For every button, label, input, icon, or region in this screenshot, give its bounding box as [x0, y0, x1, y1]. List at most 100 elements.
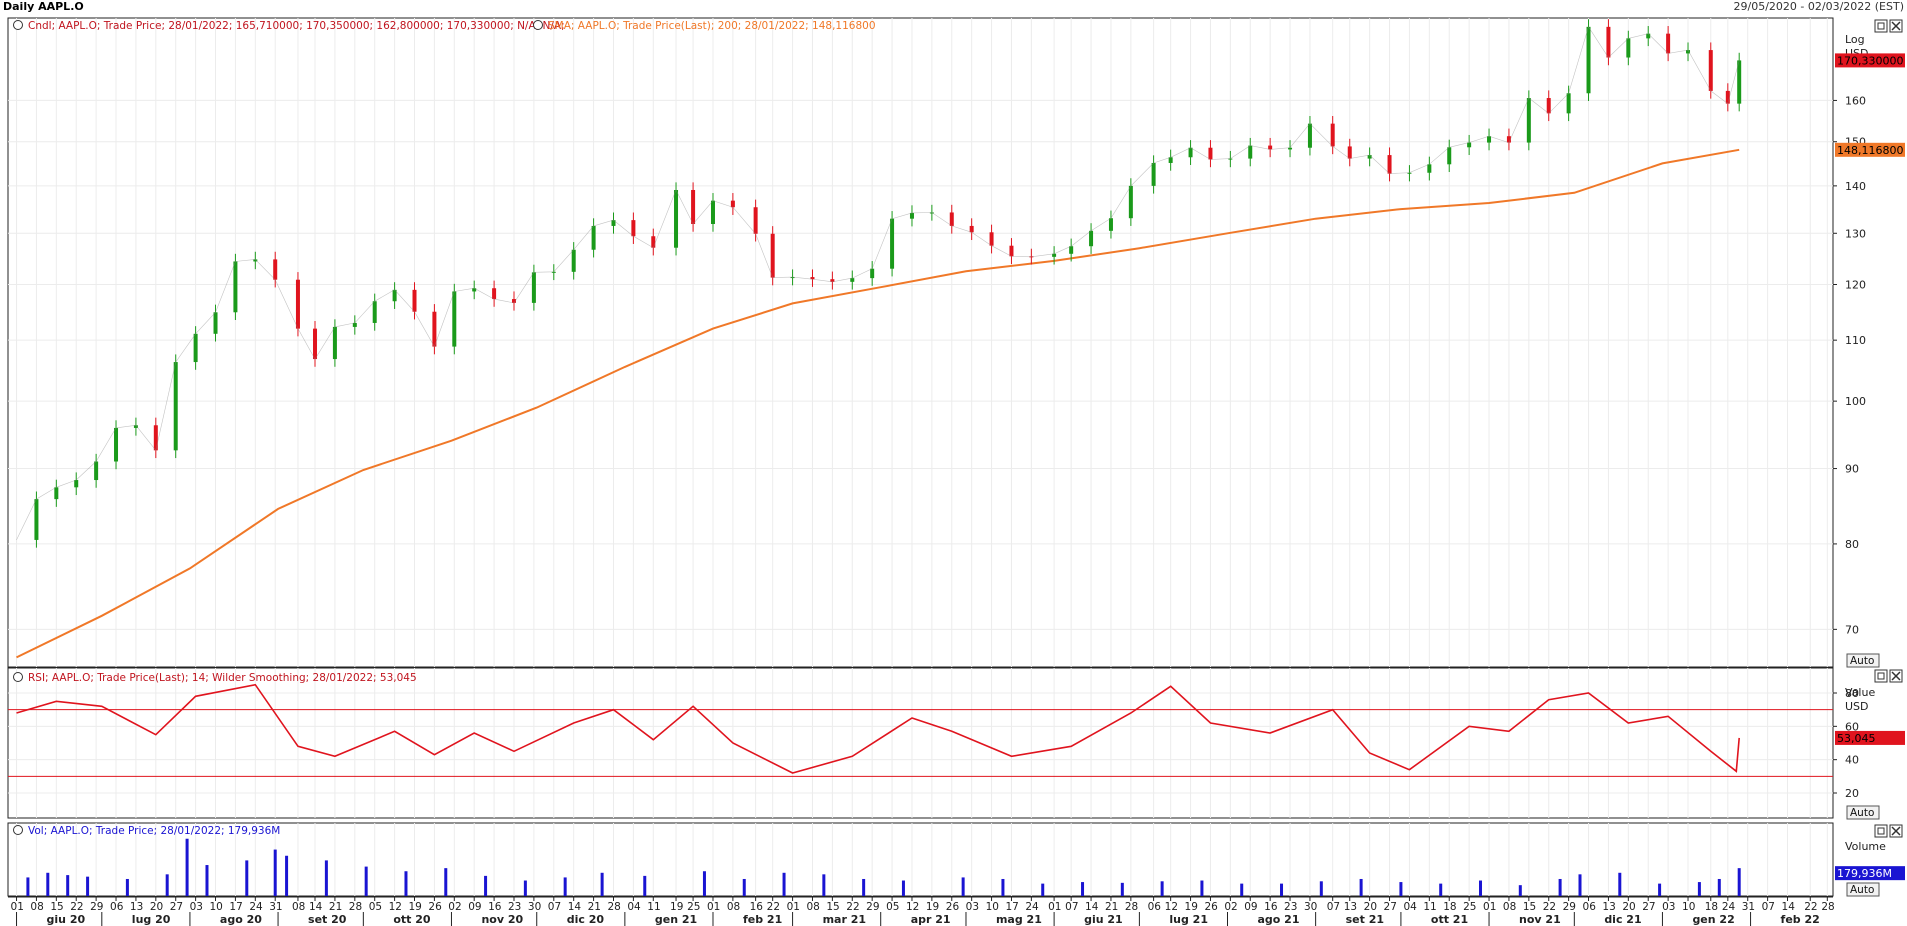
x-axis-day-label: 23 [508, 901, 521, 913]
rsi-panel-close-button[interactable] [1889, 669, 1903, 683]
volume-panel-close-button[interactable] [1889, 824, 1903, 838]
x-axis-day-label: 07 [548, 901, 561, 913]
volume-panel-maximize-button[interactable] [1874, 824, 1888, 838]
x-axis-day-label: 29 [1563, 901, 1576, 913]
candle-body [1447, 147, 1452, 165]
price-axis-tick-label: 110 [1845, 334, 1866, 347]
candle-body [352, 322, 357, 327]
candle-body [909, 212, 914, 219]
x-axis-month-label: ott 20 [393, 913, 431, 926]
x-axis-day-label: 19 [926, 901, 939, 913]
clock-icon [533, 20, 543, 30]
clock-icon [13, 20, 23, 30]
x-axis-day-label: 20 [1622, 901, 1635, 913]
x-axis-day-label: 17 [1005, 901, 1018, 913]
maximize-icon [1874, 824, 1888, 838]
volume-bar [273, 849, 277, 896]
volume-bar [1240, 883, 1244, 896]
candle-body [1009, 245, 1014, 257]
x-axis-day-label: 01 [707, 901, 720, 913]
x-axis-month-label: mar 21 [823, 913, 866, 926]
rsi-panel-maximize-button[interactable] [1874, 669, 1888, 683]
rsi-auto-button[interactable]: Auto [1846, 805, 1880, 820]
candle-body [1307, 123, 1312, 148]
x-axis-day-label: 18 [1705, 901, 1718, 913]
legend-rsi: RSI; AAPL.O; Trade Price(Last); 14; Wild… [28, 672, 417, 684]
candle-body [571, 249, 576, 272]
x-axis-day-label: 08 [727, 901, 740, 913]
x-axis-day-label: 08 [292, 901, 305, 913]
x-axis-month-label: set 20 [308, 913, 347, 926]
x-axis-day-label: 28 [1125, 901, 1138, 913]
volume-bar [1280, 883, 1284, 896]
x-axis-day-label: 20 [1364, 901, 1377, 913]
last-price-flag: 170,330000 [1837, 54, 1903, 67]
x-axis-day-label: 24 [249, 901, 263, 913]
candle-body [1208, 147, 1213, 160]
candle-body [810, 277, 815, 280]
volume-auto-button[interactable]: Auto [1846, 882, 1880, 897]
x-axis-day-label: 07 [1327, 901, 1340, 913]
volume-bar [26, 877, 30, 896]
candle-body [1506, 136, 1511, 143]
x-axis-day-label: 16 [750, 901, 764, 913]
x-axis-day-label: 10 [986, 901, 999, 913]
volume-bar [364, 866, 368, 896]
candle-body [1407, 172, 1412, 174]
volume-bar [1618, 872, 1622, 896]
legend-sma: SMA; AAPL.O; Trade Price(Last); 200; 28/… [548, 20, 876, 32]
price-panel-close-button[interactable] [1889, 19, 1903, 33]
chart-title: Daily AAPL.O [3, 0, 84, 13]
candle-body [1626, 38, 1631, 58]
x-axis-day-label: 03 [966, 901, 979, 913]
candle-body [472, 288, 477, 292]
x-axis-day-label: 06 [1148, 901, 1162, 913]
candle-body [313, 328, 318, 360]
candle-body [870, 268, 875, 279]
candle-body [830, 279, 835, 282]
x-axis-day-label: 22 [767, 901, 780, 913]
candle-body [1606, 26, 1611, 58]
candle-body [1526, 98, 1531, 143]
candle-body [1708, 50, 1713, 91]
sma-200-line [16, 148, 1740, 659]
candle-body [1228, 158, 1233, 160]
x-axis-day-label: 02 [448, 901, 461, 913]
maximize-icon-inner [1877, 827, 1885, 835]
price-panel-maximize-button[interactable] [1874, 19, 1888, 33]
candle-body [1686, 50, 1691, 54]
price-axis-tick-label: 70 [1845, 623, 1859, 636]
x-axis-day-label: 12 [389, 901, 402, 913]
maximize-icon [1874, 669, 1888, 683]
volume-bar [523, 880, 527, 896]
candle-body [691, 189, 696, 224]
close-icon-stroke [1891, 21, 1901, 31]
volume-bar [1658, 883, 1662, 896]
x-axis-day-label: 08 [1503, 901, 1516, 913]
candle-body [1347, 146, 1352, 159]
x-axis-day-label: 01 [1483, 901, 1496, 913]
x-axis-day-label: 26 [428, 901, 442, 913]
x-axis-day-label: 21 [329, 901, 342, 913]
volume-bar [961, 877, 965, 896]
volume-auto-button-label: Auto [1850, 884, 1874, 896]
x-axis-month-label: nov 20 [481, 913, 523, 926]
candle-body [531, 272, 536, 303]
x-axis-day-label: 22 [70, 901, 83, 913]
x-axis-day-label: 30 [528, 901, 541, 913]
x-axis-month-label: giu 21 [1084, 913, 1123, 926]
candle-body [1367, 155, 1372, 159]
volume-bar [205, 865, 209, 896]
rsi-axis-tick-label: 80 [1845, 687, 1859, 700]
volume-bar [901, 880, 905, 896]
volume-bar [46, 872, 50, 896]
x-axis-month-label: feb 21 [743, 913, 782, 926]
price-auto-button[interactable]: Auto [1846, 653, 1880, 668]
volume-bar [643, 875, 647, 896]
volume-bar [1120, 882, 1124, 896]
sma-value-flag: 148,116800 [1837, 144, 1903, 157]
x-axis-month-label: giu 20 [47, 913, 86, 926]
x-axis-day-label: 03 [190, 901, 203, 913]
x-axis-day-label: 25 [1463, 901, 1476, 913]
